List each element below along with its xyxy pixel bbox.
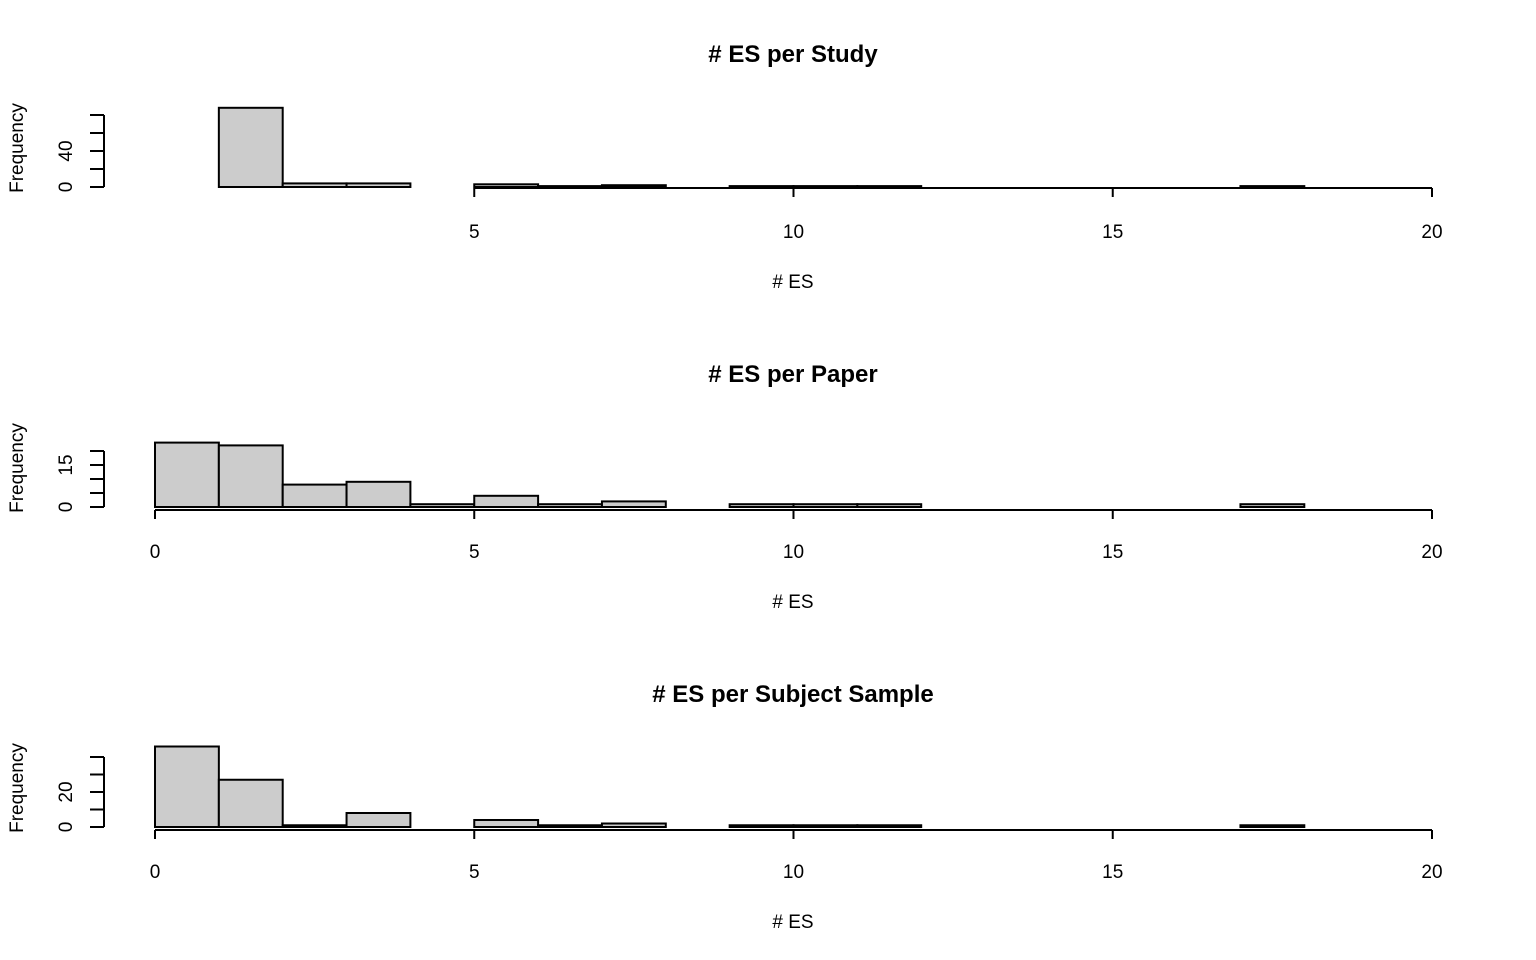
histogram-bar xyxy=(1239,503,1306,509)
histogram-bar xyxy=(856,185,923,189)
y-axis-label: Frequency xyxy=(7,103,28,193)
x-axis-label: # ES xyxy=(772,272,813,293)
histogram-bar xyxy=(537,185,603,189)
histogram-bar xyxy=(600,184,667,188)
histogram-bar xyxy=(792,824,859,828)
y-tick-label: 40 xyxy=(56,140,77,161)
x-axis-label: # ES xyxy=(772,592,813,613)
histogram-bar xyxy=(345,182,412,188)
y-axis-label: Frequency xyxy=(7,423,28,513)
histogram-bar xyxy=(345,480,412,508)
histogram-bar xyxy=(856,824,923,828)
x-tick-label: 0 xyxy=(150,862,161,883)
y-tick-label: 0 xyxy=(56,822,77,833)
histogram-bar xyxy=(154,441,220,509)
x-tick-label: 20 xyxy=(1421,222,1442,243)
x-tick-label: 5 xyxy=(469,222,480,243)
x-tick-label: 15 xyxy=(1102,542,1123,563)
histogram-bar xyxy=(537,824,603,828)
panel-es-per-paper: # ES per Paper # ES Frequency 0 5 10 15 20 0 1… xyxy=(7,361,1443,613)
histogram-bar xyxy=(537,503,603,509)
x-axis-label: # ES xyxy=(772,912,813,933)
histogram-bar xyxy=(281,824,348,828)
histogram-bar xyxy=(728,503,795,509)
histogram-bar xyxy=(600,500,667,508)
histogram-bar xyxy=(409,503,476,509)
histogram-bar xyxy=(473,183,540,189)
x-tick-label: 5 xyxy=(469,862,480,883)
histogram-bar xyxy=(792,503,859,509)
histogram-bar xyxy=(345,812,412,828)
histogram-bar xyxy=(792,185,859,189)
histogram-bar xyxy=(217,778,284,828)
histogram-bar xyxy=(281,483,348,509)
histogram-bar xyxy=(600,822,667,828)
histogram-bar xyxy=(473,494,540,508)
histogram-bar xyxy=(473,819,540,828)
x-tick-label: 15 xyxy=(1102,862,1123,883)
histogram-bar xyxy=(1239,824,1306,828)
histogram-bar xyxy=(217,444,284,508)
panel-title: # ES per Study xyxy=(708,41,878,68)
y-tick-label: 20 xyxy=(56,781,77,802)
histogram-bar xyxy=(217,106,284,188)
histogram-bar xyxy=(1239,185,1306,189)
panel-title: # ES per Subject Sample xyxy=(652,681,933,708)
x-tick-label: 10 xyxy=(783,222,804,243)
x-tick-label: 10 xyxy=(783,542,804,563)
x-tick-label: 10 xyxy=(783,862,804,883)
x-tick-label: 20 xyxy=(1421,542,1442,563)
y-tick-label: 0 xyxy=(56,502,77,513)
histogram-bar xyxy=(728,824,795,828)
x-tick-label: 0 xyxy=(150,542,161,563)
y-tick-label: 15 xyxy=(56,454,77,475)
x-tick-label: 5 xyxy=(469,542,480,563)
histogram-bar xyxy=(154,745,220,828)
x-tick-label: 15 xyxy=(1102,222,1123,243)
panel-es-per-study: # ES per Study # ES Frequency 5 10 15 20 0 40 xyxy=(7,41,1443,293)
y-tick-label: 0 xyxy=(56,182,77,193)
histogram-bar xyxy=(728,185,795,189)
x-tick-label: 20 xyxy=(1421,862,1442,883)
panel-es-per-subject-sample: # ES per Subject Sample # ES Frequency 0… xyxy=(7,681,1443,933)
histogram-bar xyxy=(281,182,348,188)
histogram-bar xyxy=(856,503,923,509)
panel-title: # ES per Paper xyxy=(708,361,877,388)
y-axis-label: Frequency xyxy=(7,743,28,833)
